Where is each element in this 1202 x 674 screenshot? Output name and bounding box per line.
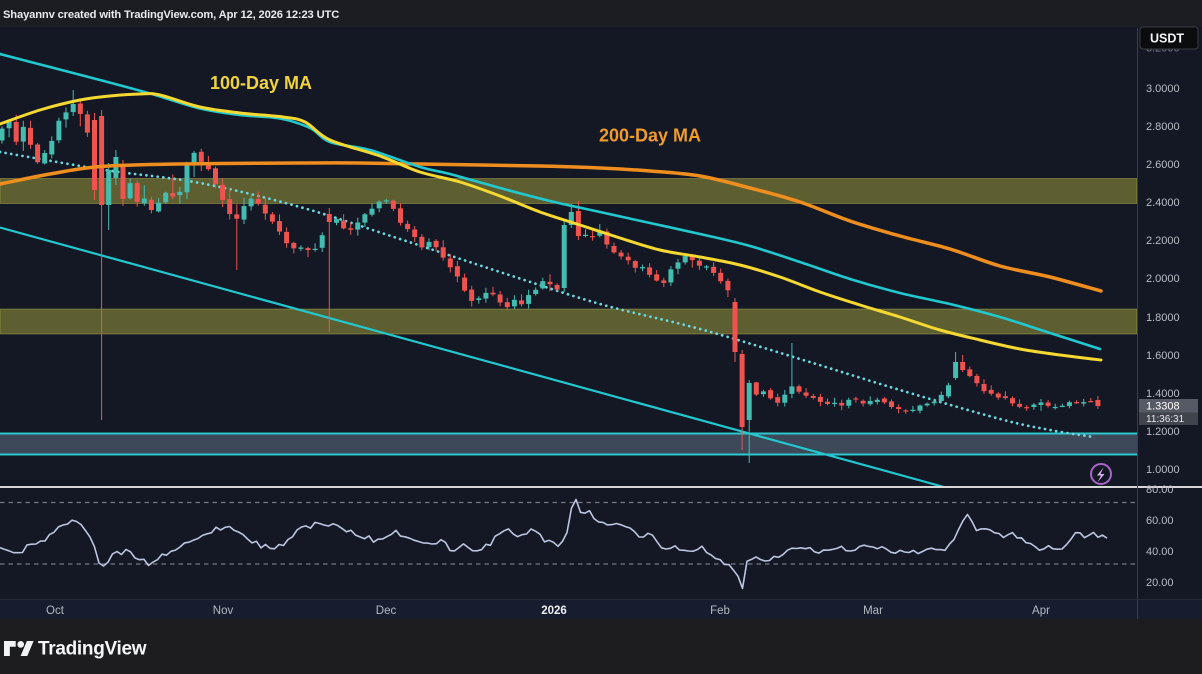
svg-text:80.00: 80.00 (1146, 484, 1174, 496)
svg-text:11:36:31: 11:36:31 (1146, 414, 1185, 425)
svg-text:Apr: Apr (1032, 605, 1050, 617)
svg-text:1.3308: 1.3308 (1146, 401, 1180, 413)
svg-text:2.2000: 2.2000 (1146, 235, 1180, 247)
svg-text:Oct: Oct (46, 605, 65, 617)
svg-text:1.6000: 1.6000 (1146, 350, 1180, 362)
svg-text:Dec: Dec (376, 605, 397, 617)
svg-text:2.8000: 2.8000 (1146, 121, 1180, 133)
svg-text:2.4000: 2.4000 (1146, 197, 1180, 209)
svg-text:20.00: 20.00 (1146, 577, 1174, 589)
svg-text:1.8000: 1.8000 (1146, 312, 1180, 324)
svg-text:2.6000: 2.6000 (1146, 159, 1180, 171)
svg-text:Feb: Feb (710, 605, 730, 617)
svg-text:Nov: Nov (213, 605, 234, 617)
svg-text:3.0000: 3.0000 (1146, 83, 1180, 95)
svg-text:Mar: Mar (863, 605, 883, 617)
svg-text:TradingView: TradingView (38, 639, 147, 660)
svg-text:200-Day MA: 200-Day MA (599, 126, 701, 146)
svg-text:USDT: USDT (1150, 32, 1184, 46)
svg-text:40.00: 40.00 (1146, 546, 1174, 558)
svg-text:Shayannv created with TradingV: Shayannv created with TradingView.com, A… (3, 9, 339, 21)
svg-text:1.2000: 1.2000 (1146, 426, 1180, 438)
svg-text:100-Day MA: 100-Day MA (210, 73, 312, 93)
svg-text:60.00: 60.00 (1146, 515, 1174, 527)
svg-text:2026: 2026 (541, 605, 567, 617)
svg-text:1.4000: 1.4000 (1146, 388, 1180, 400)
svg-text:1.0000: 1.0000 (1146, 464, 1180, 476)
svg-text:2.0000: 2.0000 (1146, 273, 1180, 285)
